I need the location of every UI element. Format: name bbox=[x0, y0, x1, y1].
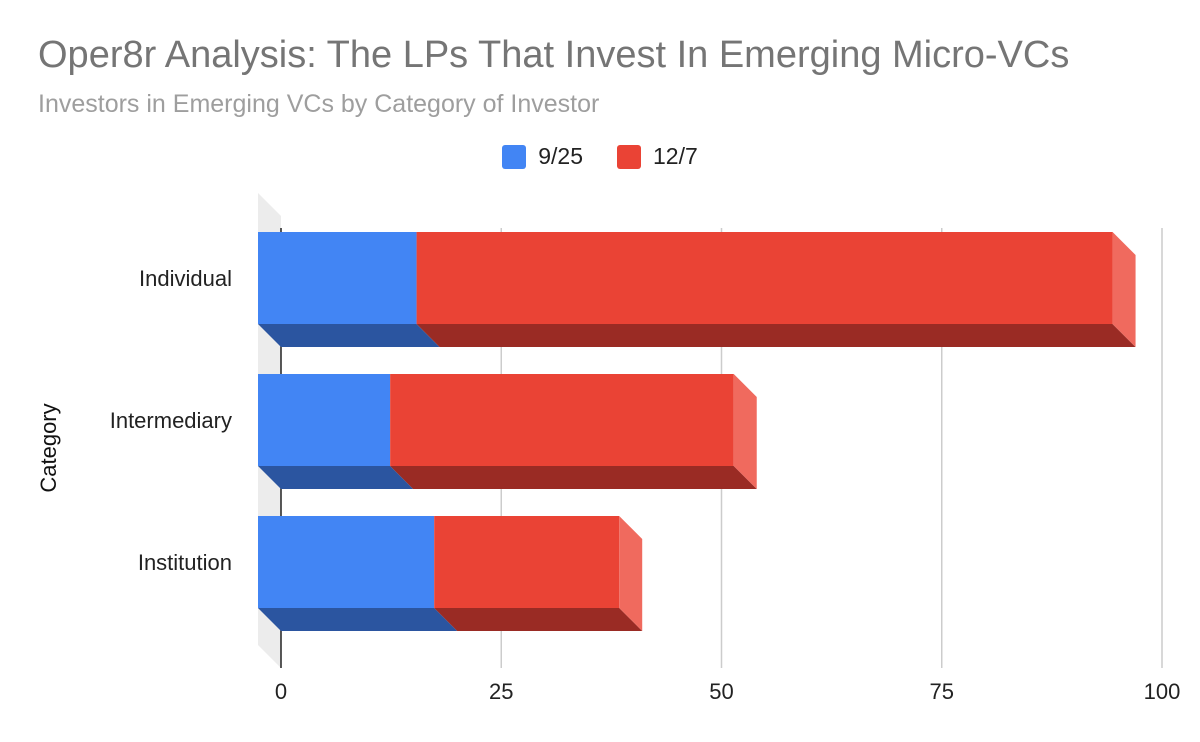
legend-swatch-9-25 bbox=[502, 144, 527, 169]
label-layer: 0 25 50 75 100 Individual Intermediary Institut… bbox=[36, 266, 1180, 704]
category-label-individual: Individual bbox=[139, 266, 232, 291]
bar-end-individual-12-7 bbox=[1112, 232, 1136, 347]
bar-institution-9-25 bbox=[258, 516, 435, 608]
y-axis-title: Category bbox=[36, 403, 61, 492]
legend-label-9-25: 9/25 bbox=[538, 143, 583, 169]
bar-end-institution-12-7 bbox=[619, 516, 643, 631]
bar-individual-12-7 bbox=[416, 232, 1113, 324]
bar-bottom-intermediary-12-7 bbox=[390, 466, 757, 489]
bar-end-intermediary-12-7 bbox=[733, 374, 757, 489]
bar-bottom-individual-12-7 bbox=[416, 324, 1136, 347]
x-tick-label-0: 0 bbox=[275, 679, 287, 704]
bar-intermediary-9-25 bbox=[258, 374, 391, 466]
bar-intermediary-12-7 bbox=[390, 374, 734, 466]
x-tick-label-75: 75 bbox=[930, 679, 954, 704]
legend-item-9-25[interactable]: 9/25 bbox=[502, 143, 583, 170]
x-tick-label-50: 50 bbox=[709, 679, 733, 704]
bar-bottom-individual-9-25 bbox=[258, 324, 440, 347]
category-label-institution: Institution bbox=[138, 550, 232, 575]
x-tick-label-25: 25 bbox=[489, 679, 513, 704]
category-label-intermediary: Intermediary bbox=[110, 408, 232, 433]
x-tick-label-100: 100 bbox=[1144, 679, 1181, 704]
bar-bottom-institution-12-7 bbox=[434, 608, 643, 631]
legend-swatch-12-7 bbox=[617, 144, 641, 169]
bar-individual-9-25 bbox=[258, 232, 417, 324]
legend: 9/25 12/7 bbox=[0, 143, 1200, 170]
bar-institution-12-7 bbox=[434, 516, 620, 608]
legend-item-12-7[interactable]: 12/7 bbox=[617, 143, 698, 170]
legend-label-12-7: 12/7 bbox=[653, 143, 698, 169]
chart-title: Oper8r Analysis: The LPs That Invest In … bbox=[38, 34, 1070, 76]
chart-subtitle: Investors in Emerging VCs by Category of… bbox=[38, 90, 600, 118]
bar-bottom-institution-9-25 bbox=[258, 608, 458, 631]
bar-bottom-intermediary-9-25 bbox=[258, 466, 414, 489]
bar-layer bbox=[258, 232, 1136, 631]
